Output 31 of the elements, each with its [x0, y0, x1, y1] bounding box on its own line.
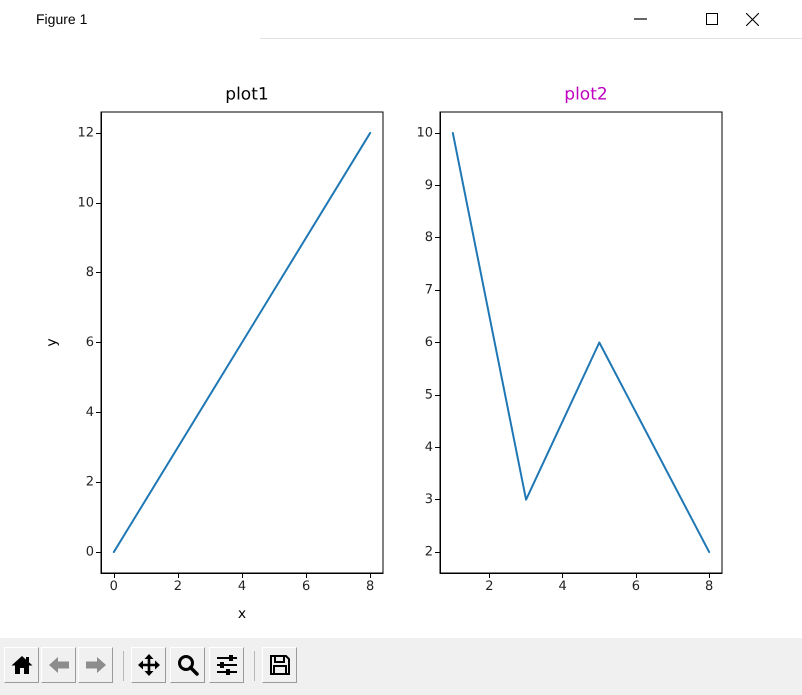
x-axis-title: x	[238, 606, 246, 622]
y-tick-label: 2	[86, 474, 94, 490]
x-tick-label: 2	[174, 579, 182, 594]
y-tick-label: 2	[424, 544, 433, 560]
x-tick-label: 4	[558, 579, 567, 594]
y-axis-title: y	[44, 338, 60, 347]
chart-title: plot1	[225, 84, 269, 104]
y-tick-label: 4	[424, 440, 433, 455]
x-tick-label: 8	[705, 579, 714, 594]
line-series	[452, 132, 710, 554]
x-tick-label: 2	[485, 579, 494, 594]
y-tick-label: 7	[424, 282, 433, 298]
y-tick-label: 8	[424, 230, 433, 246]
y-tick-label: 4	[86, 404, 94, 420]
caption: Figure 1	[36, 11, 88, 27]
y-tick-label: 6	[86, 335, 94, 350]
y-tick-label: 12	[77, 125, 94, 140]
chart-title: plot2	[564, 84, 608, 104]
y-tick-label: 5	[424, 387, 433, 402]
y-tick-label: 3	[424, 492, 433, 508]
x-tick-label: 4	[238, 579, 246, 594]
y-tick-label: 10	[416, 125, 433, 140]
x-tick-label: 8	[366, 579, 374, 594]
y-tick-label: 10	[77, 195, 94, 210]
x-tick-label: 0	[110, 579, 118, 594]
y-tick-label: 6	[424, 335, 433, 350]
y-tick-label: 9	[424, 178, 433, 193]
y-tick-label: 8	[86, 265, 94, 280]
y-tick-label: 0	[86, 544, 94, 560]
x-tick-label: 6	[302, 579, 310, 594]
x-tick-label: 6	[632, 579, 640, 594]
